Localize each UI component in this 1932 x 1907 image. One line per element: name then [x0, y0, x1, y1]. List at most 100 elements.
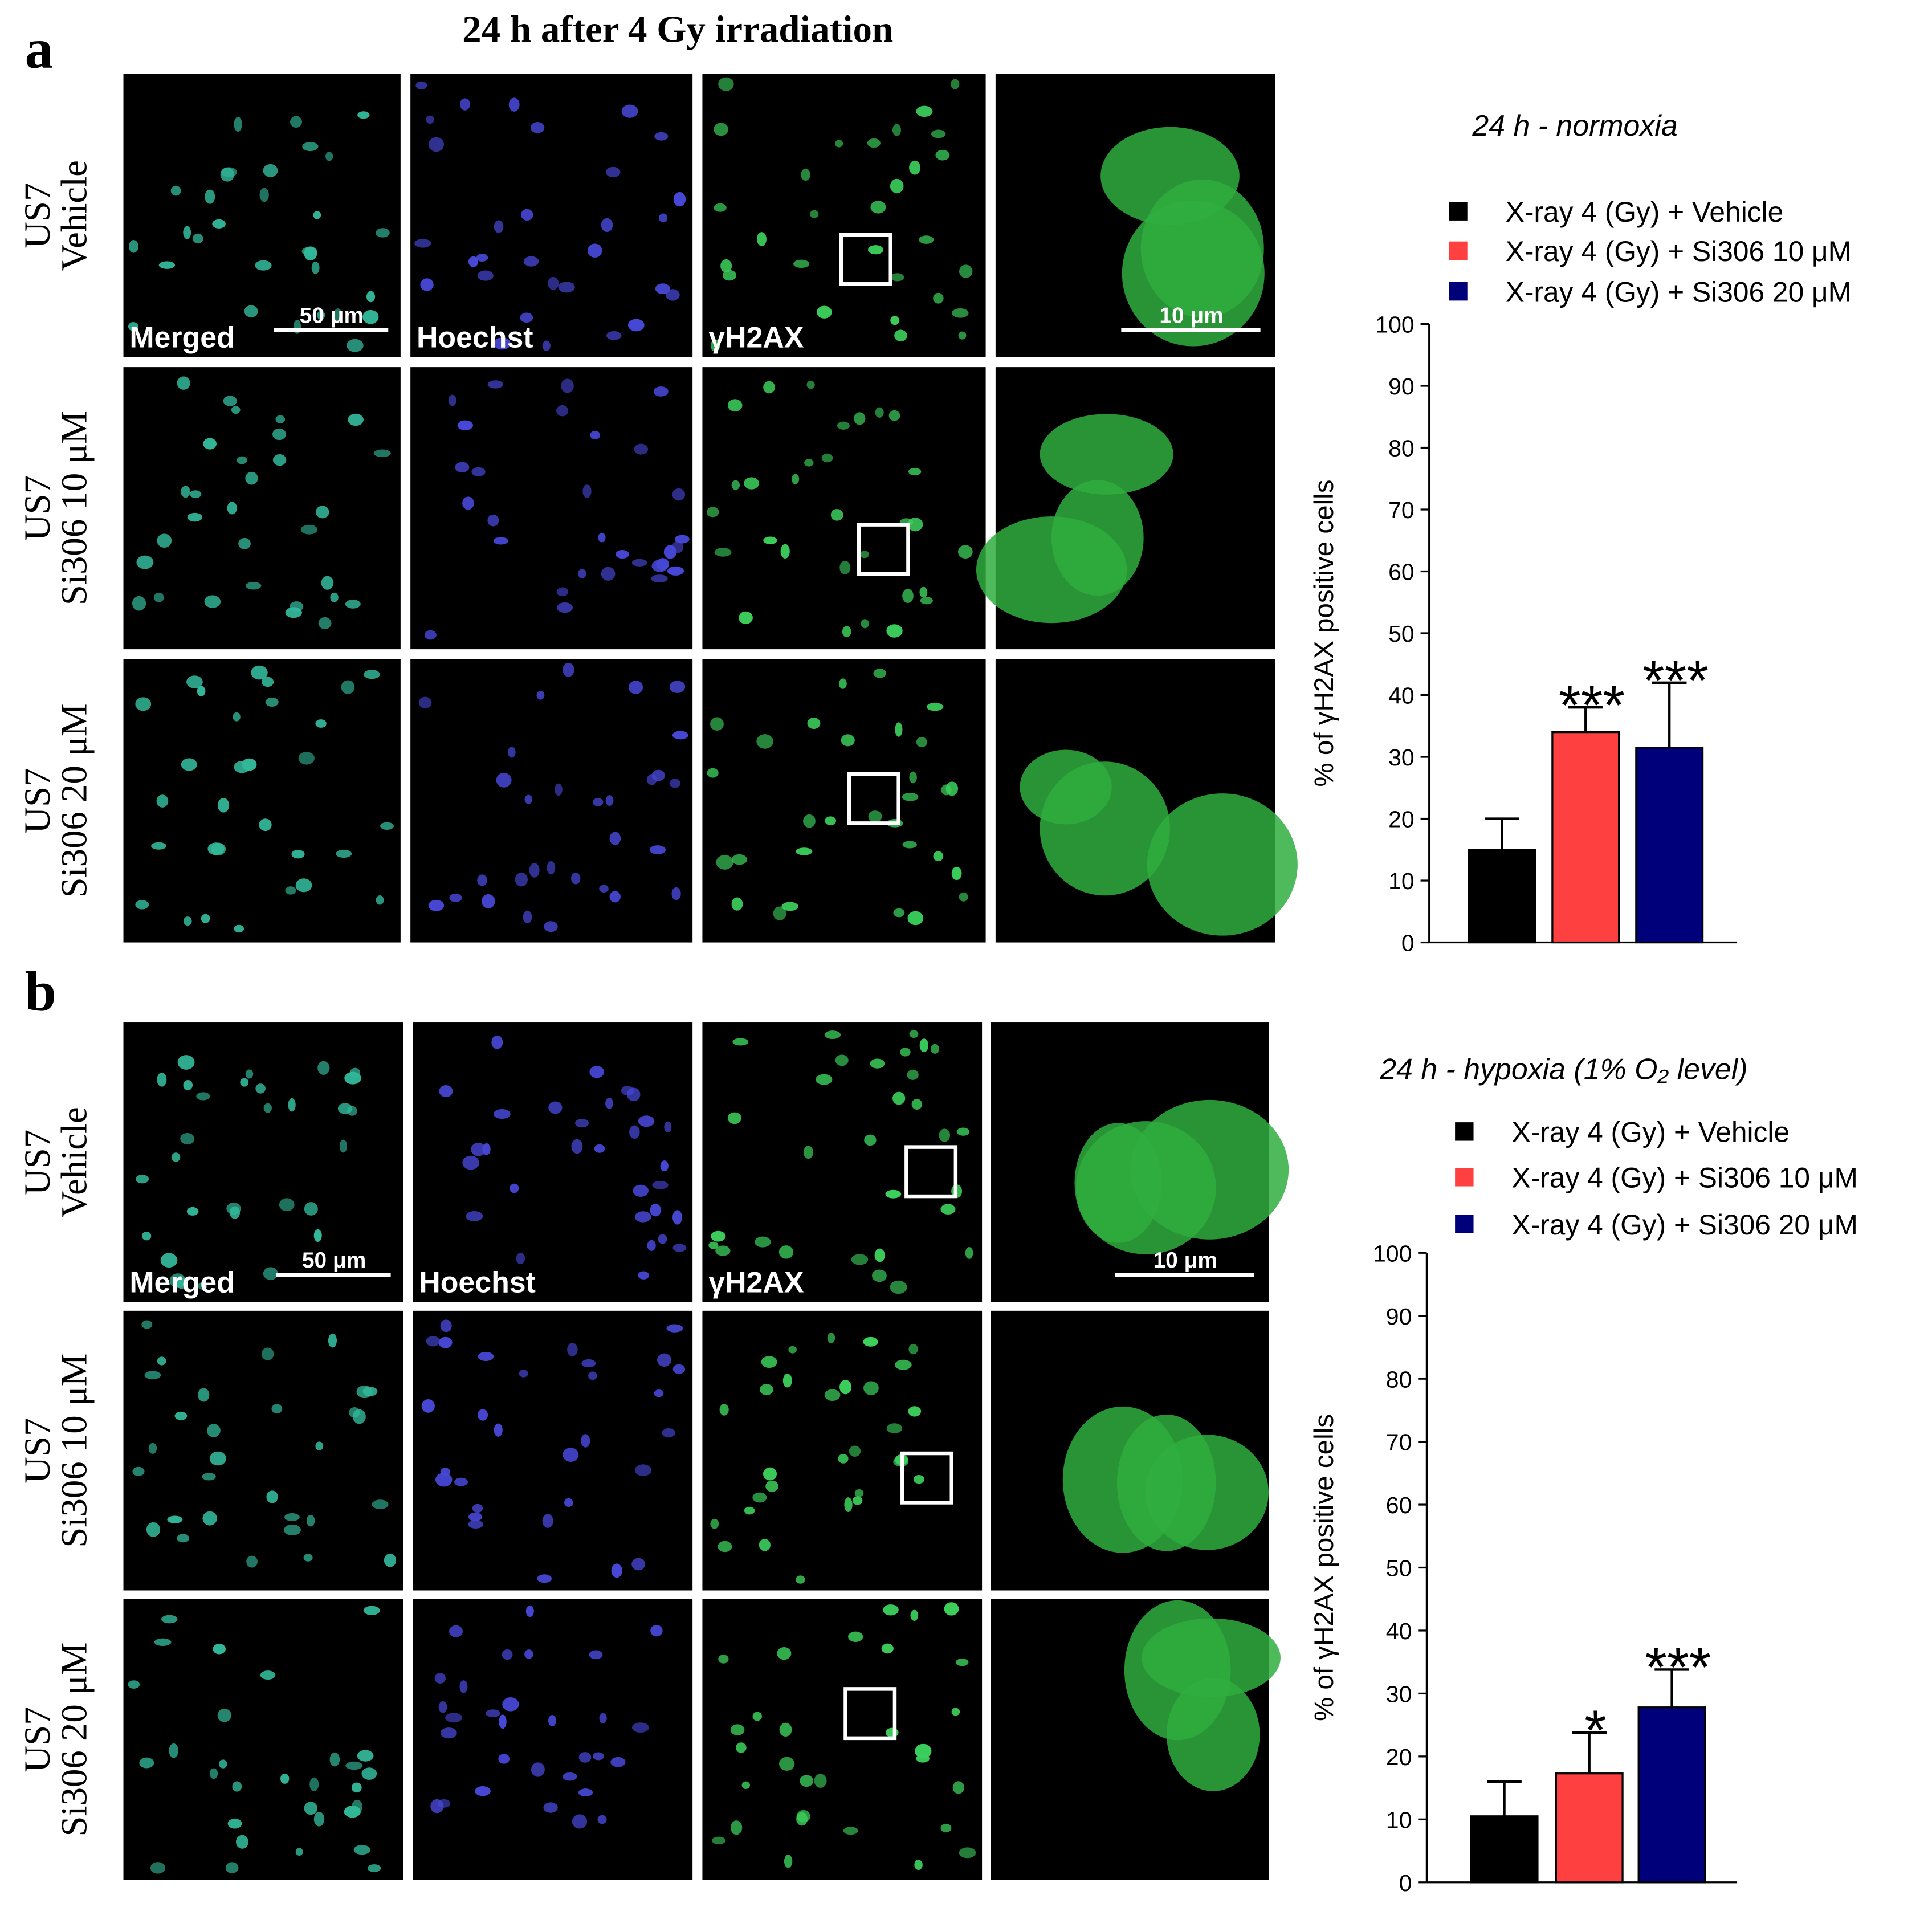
cell — [476, 254, 488, 262]
cell — [597, 1815, 607, 1824]
channel-label: Hoechst — [417, 321, 533, 354]
cell — [202, 1511, 217, 1526]
cell — [830, 509, 843, 521]
cell — [339, 1139, 348, 1153]
micrograph — [123, 659, 401, 943]
cell — [244, 305, 258, 317]
cell — [348, 413, 364, 426]
image-background — [123, 367, 401, 650]
cell — [714, 548, 732, 557]
cell — [255, 260, 272, 271]
cell — [304, 1802, 318, 1815]
cell — [537, 1574, 552, 1583]
cell — [459, 1680, 468, 1693]
cell — [593, 1752, 604, 1761]
cell — [356, 1385, 373, 1399]
cell — [238, 537, 251, 549]
cell — [730, 1724, 745, 1735]
y-tick-label: 70 — [1386, 1429, 1412, 1456]
cell — [598, 532, 606, 543]
cell — [779, 1757, 795, 1771]
cell — [890, 1280, 907, 1294]
cell — [894, 329, 907, 342]
cell — [675, 535, 690, 544]
row-label: US7 — [17, 183, 58, 248]
image-background — [702, 1599, 983, 1880]
cell — [198, 1388, 210, 1402]
cell — [487, 514, 499, 527]
cell — [198, 1282, 207, 1290]
y-tick-label: 60 — [1386, 1492, 1412, 1518]
cell — [352, 1799, 363, 1814]
cell — [141, 1232, 152, 1241]
cell — [756, 232, 767, 246]
cell — [810, 210, 819, 218]
cell — [913, 1474, 924, 1484]
cell — [313, 1229, 322, 1242]
cell — [837, 421, 850, 430]
cell — [890, 316, 900, 325]
cell — [646, 774, 657, 785]
cell — [629, 1125, 640, 1139]
cell — [941, 784, 952, 796]
cell — [171, 1152, 181, 1162]
cell — [714, 203, 727, 212]
cell — [226, 1202, 241, 1215]
image-background — [123, 659, 401, 943]
micrograph — [413, 1022, 693, 1302]
cell — [951, 1708, 960, 1716]
cell — [816, 305, 832, 319]
cell — [732, 1038, 749, 1046]
cell — [919, 1038, 929, 1053]
micrograph — [123, 74, 401, 357]
cell — [649, 845, 666, 855]
cell — [848, 1631, 863, 1642]
y-tick-label: 100 — [1373, 1240, 1412, 1266]
cell — [491, 1035, 503, 1049]
cell — [672, 1364, 686, 1374]
cell — [135, 900, 149, 910]
cell — [414, 239, 431, 248]
cell — [863, 1336, 878, 1347]
cell — [499, 1714, 507, 1729]
significance: *** — [1559, 674, 1625, 737]
cell — [907, 1069, 919, 1080]
bar-chart: 24 h - normoxia % of γH2AX positive cells… — [1309, 109, 1852, 956]
cell — [955, 1659, 969, 1666]
cell — [885, 1189, 902, 1199]
cell — [279, 1198, 295, 1212]
cell — [556, 405, 569, 417]
cell — [530, 121, 545, 133]
cell-zoom — [1116, 1414, 1216, 1551]
cell — [601, 567, 616, 581]
cell — [838, 1453, 849, 1464]
cell — [739, 611, 753, 625]
cell — [914, 1860, 923, 1870]
cell — [940, 1823, 952, 1833]
cell — [893, 908, 905, 918]
cell — [251, 665, 268, 680]
channel-label: γH2AX — [708, 321, 804, 354]
cell — [336, 849, 352, 858]
cell — [708, 1241, 719, 1249]
cell — [150, 1862, 166, 1874]
cell — [135, 1175, 149, 1184]
cell — [752, 1492, 767, 1503]
cell — [449, 893, 462, 902]
cell — [183, 226, 191, 239]
cell — [558, 282, 575, 293]
cell — [351, 1782, 362, 1793]
cell — [315, 719, 327, 728]
cell — [291, 850, 305, 859]
cell — [531, 1762, 545, 1777]
cell — [547, 861, 556, 875]
cell-zoom — [1147, 793, 1298, 936]
cell — [333, 308, 343, 322]
cell — [592, 798, 604, 806]
cell — [824, 1389, 841, 1401]
cell — [317, 1061, 330, 1075]
cell — [502, 1697, 519, 1712]
cell — [825, 816, 837, 825]
cell — [627, 319, 645, 332]
cell — [306, 1514, 315, 1527]
